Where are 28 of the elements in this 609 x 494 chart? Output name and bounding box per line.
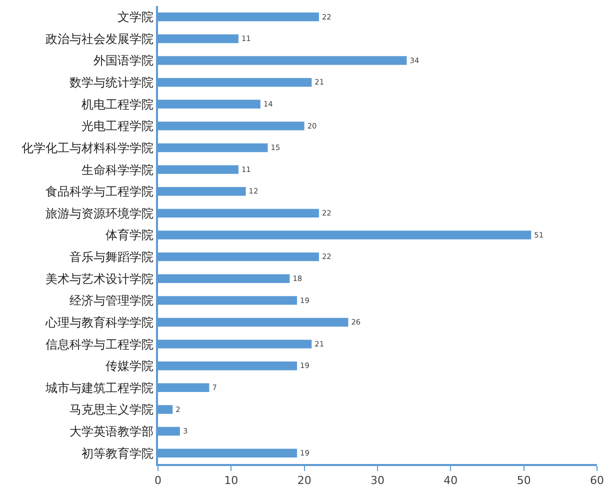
y-tick-label: 初等教育学院 <box>82 446 154 460</box>
y-tick-label: 机电工程学院 <box>82 97 154 112</box>
x-tick-label: 10 <box>224 474 238 488</box>
y-tick-label: 音乐与舞蹈学院 <box>70 250 154 264</box>
x-tick-label: 40 <box>444 474 458 488</box>
y-tick-label: 政治与社会发展学院 <box>46 32 154 46</box>
y-tick-label: 生命科学学院 <box>82 162 154 177</box>
y-tick-label: 城市与建筑工程学院 <box>44 380 154 395</box>
y-tick-label: 信息科学与工程学院 <box>46 337 154 352</box>
y-tick-label: 经济与管理学院 <box>70 294 154 308</box>
y-tick-label: 食品科学与工程学院 <box>46 184 154 199</box>
y-tick-label: 光电工程学院 <box>82 119 154 134</box>
y-tick-label: 传媒学院 <box>106 359 154 374</box>
y-tick-label: 旅游与资源环境学院 <box>46 206 154 220</box>
x-tick-label: 20 <box>297 474 312 488</box>
x-tick-label: 30 <box>370 474 384 488</box>
x-tick-label: 0 <box>154 474 162 488</box>
y-tick-label: 心理与教育科学学院 <box>44 315 154 330</box>
y-tick-label: 数学与统计学院 <box>70 76 154 90</box>
x-tick-label: 60 <box>590 474 604 488</box>
y-tick-label: 文学院 <box>118 10 154 24</box>
x-tick-label: 50 <box>516 474 531 488</box>
y-tick-label: 马克思主义学院 <box>70 402 154 417</box>
y-tick-label: 体育学院 <box>106 228 154 242</box>
y-tick-label: 化学化工与材料科学学院 <box>22 140 154 155</box>
y-tick-label: 美术与艺术设计学院 <box>46 272 154 286</box>
y-tick-label: 外国语学院 <box>94 54 154 68</box>
y-tick-label: 大学英语教学部 <box>70 424 154 438</box>
